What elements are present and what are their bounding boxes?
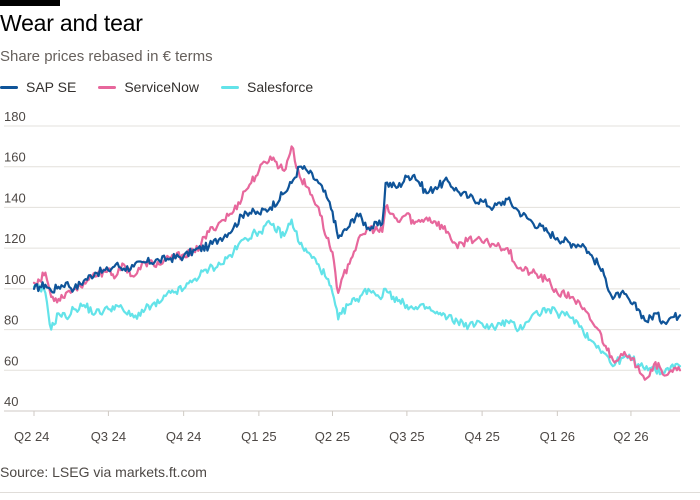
series-line-servicenow — [32, 145, 682, 381]
source-note: Source: LSEG via markets.ft.com — [0, 464, 207, 480]
footer-divider — [0, 492, 700, 493]
legend-swatch-salesforce — [221, 85, 240, 89]
y-tick-label: 160 — [4, 150, 26, 165]
chart-subtitle: Share prices rebased in € terms — [0, 48, 213, 65]
y-tick-label: 40 — [4, 394, 18, 409]
y-tick-label: 180 — [4, 109, 26, 124]
legend-label-sap: SAP SE — [26, 79, 77, 95]
x-tick-label: Q3 25 — [389, 429, 424, 444]
x-tick-label: Q4 24 — [166, 429, 201, 444]
y-tick-label: 140 — [4, 190, 26, 205]
y-tick-label: 80 — [4, 313, 18, 328]
series-line-sap-se — [32, 165, 682, 326]
legend-swatch-sap — [0, 85, 18, 89]
x-tick-label: Q2 26 — [613, 429, 648, 444]
y-tick-label: 60 — [4, 353, 18, 368]
chart-title: Wear and tear — [0, 10, 143, 36]
x-tick-label: Q2 24 — [14, 429, 49, 444]
x-tick-label: Q4 25 — [464, 429, 499, 444]
legend-item-salesforce: Salesforce — [221, 79, 313, 95]
legend-swatch-servicenow — [98, 85, 117, 89]
header-accent-bar — [0, 0, 60, 6]
x-tick-label: Q1 25 — [241, 429, 276, 444]
x-tick-label: Q2 25 — [315, 429, 350, 444]
x-tick-label: Q3 24 — [91, 429, 126, 444]
legend-label-salesforce: Salesforce — [247, 79, 314, 95]
line-chart: 40 60 80 100 120 140 160 180 Q2 24 Q3 24 Q4 24 Q1 2… — [4, 109, 682, 444]
y-tick-label: 100 — [4, 272, 26, 287]
series-line-salesforce — [32, 218, 682, 376]
chart-legend: SAP SE ServiceNow Salesforce — [0, 79, 313, 95]
legend-item-sap: SAP SE — [0, 79, 76, 95]
legend-item-servicenow: ServiceNow — [98, 79, 199, 95]
legend-label-servicenow: ServiceNow — [124, 79, 200, 95]
x-tick-label: Q1 26 — [540, 429, 575, 444]
y-tick-label: 120 — [4, 231, 26, 246]
